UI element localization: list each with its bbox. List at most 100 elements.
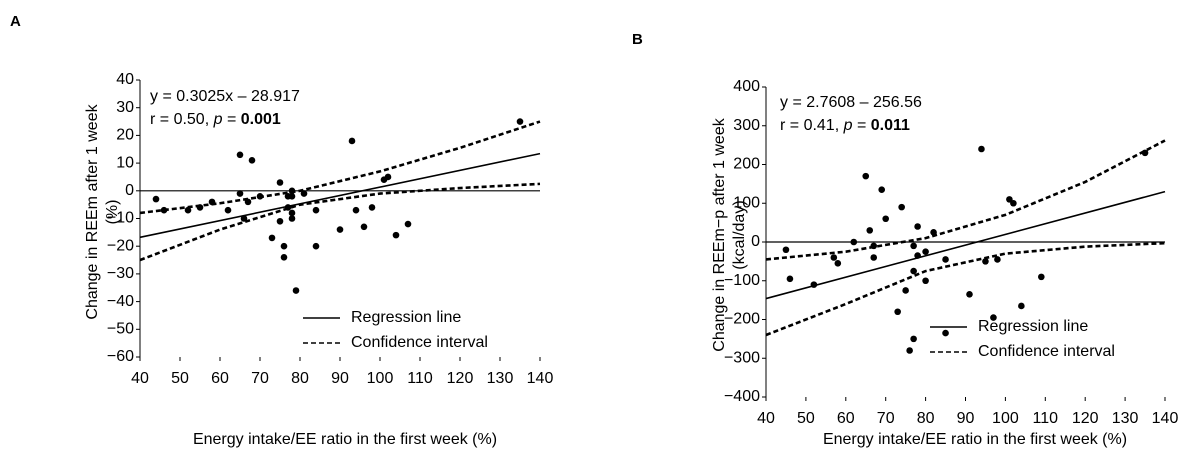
- data-point: [224, 206, 232, 214]
- x-tick-label: 110: [407, 370, 433, 387]
- data-point: [922, 248, 929, 255]
- data-point: [276, 217, 284, 225]
- y-axis-label: (kcal/day): [731, 200, 748, 269]
- equation: y = 2.7608 – 256.56: [780, 94, 922, 111]
- y-tick-label: −40: [107, 293, 134, 310]
- data-point: [284, 204, 292, 211]
- panel-label: A: [10, 13, 21, 30]
- data-point: [810, 281, 818, 288]
- data-point: [288, 215, 296, 222]
- x-tick-label: 60: [837, 410, 855, 427]
- y-tick-label: 200: [733, 156, 760, 173]
- x-tick-label: 40: [131, 370, 149, 387]
- data-point: [256, 193, 264, 200]
- data-point: [906, 347, 913, 354]
- r-value: r = 0.41,: [780, 117, 844, 134]
- data-point: [914, 252, 921, 259]
- legend-label: Regression line: [351, 309, 461, 326]
- data-point: [866, 227, 874, 234]
- data-point: [300, 190, 308, 197]
- x-tick-label: 90: [957, 410, 975, 427]
- data-point: [268, 234, 276, 242]
- data-point: [196, 204, 204, 211]
- x-tick-label: 80: [291, 370, 309, 387]
- data-point: [288, 193, 296, 200]
- y-tick-label: 30: [116, 99, 134, 116]
- x-tick-label: 60: [211, 370, 229, 387]
- x-tick-label: 100: [367, 370, 394, 387]
- data-point: [786, 275, 794, 283]
- y-tick-label: 0: [125, 182, 134, 199]
- data-point: [1018, 302, 1025, 310]
- x-tick-label: 40: [757, 410, 775, 427]
- data-point: [910, 335, 917, 343]
- x-tick-label: 110: [1033, 410, 1059, 427]
- legend-label: Regression line: [978, 318, 1088, 335]
- data-point: [978, 145, 985, 153]
- data-point: [288, 209, 296, 217]
- p-value: 0.011: [871, 117, 910, 134]
- data-point: [922, 277, 929, 285]
- fit-line: [765, 139, 1166, 261]
- data-point: [184, 206, 192, 214]
- x-tick-label: 50: [171, 370, 189, 387]
- y-tick-label: 10: [116, 154, 134, 171]
- p-equals: =: [853, 117, 871, 134]
- y-tick-label: 400: [733, 78, 760, 95]
- stat-text: r = 0.50, p = 0.001: [150, 111, 281, 128]
- data-point: [894, 308, 901, 316]
- data-point: [850, 238, 858, 246]
- y-tick-label: −100: [724, 272, 760, 289]
- data-point: [910, 267, 917, 275]
- x-tick-label: 130: [1112, 410, 1139, 427]
- data-point: [404, 220, 412, 228]
- p-equals: =: [223, 111, 241, 128]
- x-tick-label: 140: [527, 370, 554, 387]
- data-point: [288, 187, 296, 195]
- data-point: [942, 329, 949, 337]
- y-tick-label: 20: [116, 127, 134, 144]
- data-point: [276, 179, 284, 186]
- data-point: [244, 198, 252, 206]
- data-point: [882, 215, 889, 223]
- p-label: p: [213, 111, 223, 128]
- y-tick-label: 100: [733, 194, 760, 211]
- data-point: [990, 314, 997, 321]
- panel-label: B: [632, 31, 643, 48]
- legend-label: Confidence interval: [978, 343, 1115, 360]
- data-point: [368, 204, 376, 211]
- y-tick-label: 40: [116, 71, 134, 88]
- y-tick-label: −200: [724, 311, 760, 328]
- data-point: [834, 260, 842, 267]
- x-tick-label: 120: [447, 370, 474, 387]
- x-tick-label: 90: [331, 370, 349, 387]
- data-point: [966, 291, 973, 298]
- data-point: [392, 231, 400, 239]
- data-point: [1010, 199, 1017, 207]
- x-tick-label: 70: [877, 410, 895, 427]
- y-axis-label: Change in REEm−p after 1 week: [711, 117, 728, 351]
- y-tick-label: −400: [724, 388, 760, 405]
- data-point: [898, 203, 905, 211]
- data-point: [208, 198, 216, 206]
- x-tick-label: 50: [797, 410, 815, 427]
- fit-line: [139, 152, 541, 239]
- y-axis-label: (%): [104, 200, 121, 225]
- p-label: p: [843, 117, 853, 134]
- x-tick-label: 80: [917, 410, 935, 427]
- y-tick-label: 0: [751, 233, 760, 250]
- data-point: [152, 195, 160, 203]
- y-tick-label: −10: [107, 210, 134, 227]
- data-point: [914, 223, 921, 230]
- data-point: [878, 186, 886, 193]
- x-tick-label: 130: [487, 370, 514, 387]
- data-point: [292, 287, 300, 294]
- x-axis-label: Energy intake/EE ratio in the first week…: [823, 431, 1127, 448]
- data-point: [1038, 273, 1045, 281]
- data-point: [236, 151, 244, 159]
- data-point: [994, 256, 1001, 263]
- data-point: [902, 287, 909, 294]
- data-point: [312, 242, 320, 250]
- data-point: [352, 206, 360, 214]
